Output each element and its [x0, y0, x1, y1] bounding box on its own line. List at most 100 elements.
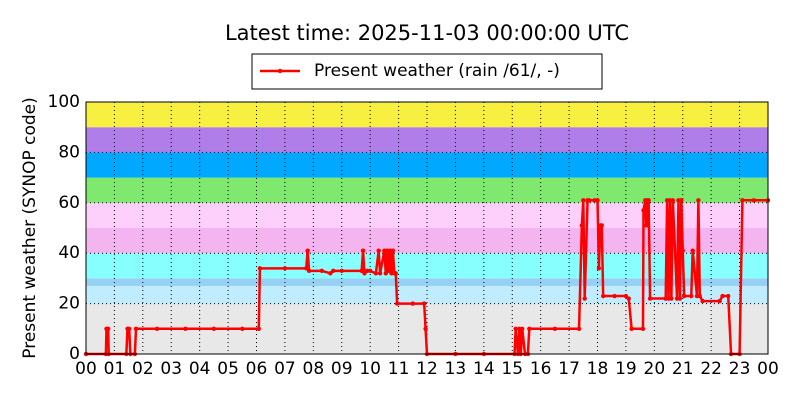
data-point: [331, 268, 336, 274]
x-tick-label: 06: [246, 359, 268, 379]
background-band: [86, 152, 768, 178]
legend-label: Present weather (rain /61/, -): [314, 61, 560, 81]
data-point: [679, 198, 684, 203]
data-point: [282, 266, 288, 271]
data-point: [629, 326, 634, 331]
data-point: [304, 266, 309, 271]
data-point: [717, 298, 722, 304]
data-point: [552, 326, 558, 331]
data-point: [421, 301, 427, 306]
data-point: [696, 198, 701, 203]
data-point: [689, 293, 694, 299]
data-point: [641, 208, 646, 213]
data-point: [582, 296, 587, 301]
data-point: [423, 326, 428, 331]
data-point: [513, 326, 518, 331]
data-point: [126, 326, 132, 331]
data-point: [681, 293, 687, 299]
data-point: [576, 326, 582, 331]
y-tick-label: 100: [48, 92, 80, 112]
y-tick-label: 40: [58, 243, 80, 263]
data-point: [390, 248, 396, 253]
data-point: [697, 293, 702, 299]
data-point: [183, 326, 188, 331]
data-point: [612, 293, 617, 299]
data-point: [581, 198, 586, 203]
x-tick-label: 20: [644, 359, 666, 379]
data-line: [86, 199, 768, 356]
x-tick-label: 22: [700, 359, 722, 379]
data-point: [596, 266, 602, 271]
data-point: [410, 301, 415, 306]
x-tick-label: 00: [75, 359, 97, 379]
data-point: [394, 301, 400, 306]
x-tick-label: 03: [160, 359, 182, 379]
x-tick-label: 21: [672, 359, 694, 379]
data-point: [623, 293, 629, 299]
data-point: [133, 326, 139, 331]
data-point: [257, 266, 263, 271]
x-tick-label: 08: [303, 359, 325, 379]
x-tick-label: 01: [104, 359, 126, 379]
data-point: [376, 248, 381, 253]
data-point: [211, 326, 217, 331]
data-point: [579, 223, 585, 228]
data-point: [367, 268, 373, 274]
legend-box: [251, 53, 603, 90]
data-point: [256, 326, 261, 331]
data-point: [393, 271, 398, 276]
data-point: [360, 248, 366, 253]
data-point: [626, 296, 631, 301]
y-axis-label: Present weather (SYNOP code): [20, 97, 40, 358]
data-point: [386, 268, 391, 274]
y-tick-label: 60: [58, 193, 80, 213]
data-point: [339, 268, 344, 274]
x-tick-label: 14: [473, 359, 495, 379]
data-point: [751, 198, 756, 203]
data-point: [328, 271, 333, 276]
data-point: [680, 248, 685, 253]
x-tick-label: 05: [217, 359, 239, 379]
data-point: [726, 293, 731, 299]
data-point: [647, 296, 653, 301]
x-tick-label: 15: [501, 359, 523, 379]
data-point: [677, 296, 683, 301]
data-point: [669, 296, 674, 301]
x-tick-label: 00: [757, 359, 779, 379]
data-point: [306, 268, 312, 274]
data-point: [519, 326, 525, 331]
data-point: [527, 326, 532, 331]
data-point: [720, 293, 725, 299]
data-point: [154, 326, 160, 331]
x-tick-label: 10: [359, 359, 381, 379]
y-tick-label: 20: [58, 294, 80, 314]
y-tick-label: 80: [58, 142, 80, 162]
x-tick-label: 07: [274, 359, 296, 379]
data-point: [373, 271, 379, 276]
data-point: [362, 271, 367, 276]
data-point: [595, 198, 600, 203]
data-point: [600, 293, 606, 299]
data-point: [240, 326, 245, 331]
plot-frame: [85, 101, 769, 355]
x-tick-label: 18: [587, 359, 609, 379]
data-point: [640, 326, 646, 331]
data-point: [740, 198, 745, 203]
x-tick-label: 04: [189, 359, 211, 379]
data-point: [586, 198, 592, 203]
data-point: [377, 271, 383, 276]
x-tick-label: 12: [416, 359, 438, 379]
background-band: [86, 127, 768, 153]
data-point: [383, 271, 388, 276]
data-point: [670, 198, 676, 203]
data-point: [305, 248, 310, 253]
data-point: [700, 298, 705, 304]
y-tick-label: 0: [69, 344, 80, 364]
data-point: [644, 223, 649, 228]
x-tick-label: 02: [132, 359, 154, 379]
x-tick-label: 16: [530, 359, 552, 379]
x-tick-label: 17: [558, 359, 580, 379]
data-point: [319, 268, 325, 274]
data-point: [646, 198, 651, 203]
